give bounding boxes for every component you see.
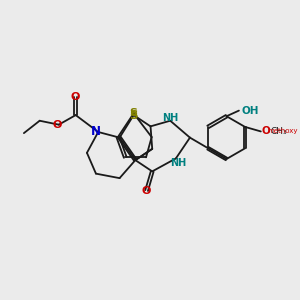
Text: OH: OH xyxy=(242,106,259,116)
Text: O: O xyxy=(262,126,271,136)
Text: O: O xyxy=(53,120,62,130)
Text: S: S xyxy=(129,109,138,122)
Text: O: O xyxy=(142,185,151,196)
Text: S: S xyxy=(130,108,138,118)
Text: methoxy: methoxy xyxy=(268,128,298,134)
Text: NH: NH xyxy=(162,113,178,123)
Text: O: O xyxy=(71,92,80,101)
Text: CH₃: CH₃ xyxy=(271,127,288,136)
Text: NH: NH xyxy=(171,158,187,168)
Text: N: N xyxy=(90,125,100,139)
